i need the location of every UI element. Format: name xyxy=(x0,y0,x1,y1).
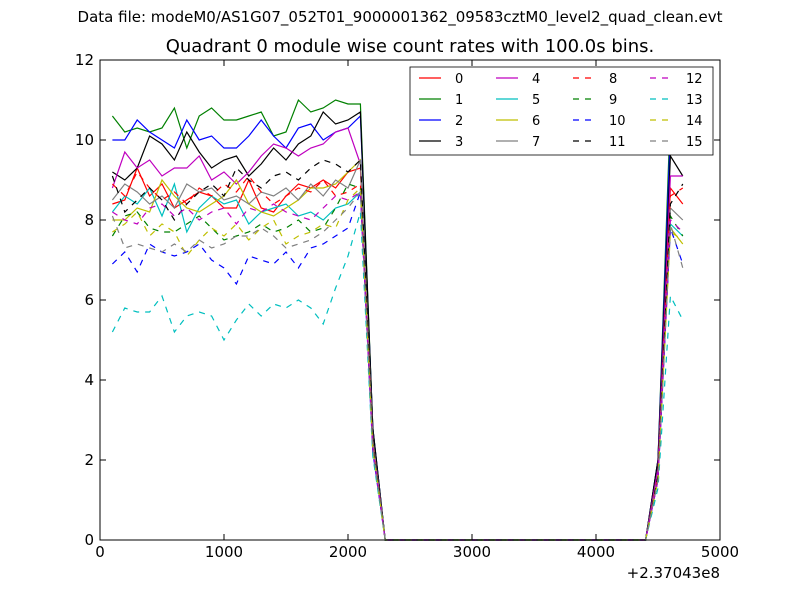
legend-label-1: 1 xyxy=(455,93,463,108)
x-tick-label: 2000 xyxy=(329,543,367,561)
y-tick-label: 10 xyxy=(75,131,94,149)
y-tick-label: 4 xyxy=(84,371,94,389)
legend-label-15: 15 xyxy=(686,135,703,150)
x-tick-label: 4000 xyxy=(577,543,615,561)
legend-label-7: 7 xyxy=(532,135,540,150)
legend-label-9: 9 xyxy=(609,93,617,108)
legend-label-3: 3 xyxy=(455,135,463,150)
y-tick-label: 12 xyxy=(75,51,94,69)
legend-label-5: 5 xyxy=(532,93,540,108)
x-tick-label: 3000 xyxy=(453,543,491,561)
legend-label-11: 11 xyxy=(609,135,626,150)
legend-label-0: 0 xyxy=(455,72,463,87)
legend-label-14: 14 xyxy=(686,114,703,129)
plot-frame xyxy=(99,59,721,541)
y-tick-label: 6 xyxy=(84,291,94,309)
x-tick-label: 0 xyxy=(95,543,105,561)
legend-label-12: 12 xyxy=(686,72,703,87)
y-tick-label: 0 xyxy=(84,531,94,549)
chart-title: Quadrant 0 module wise count rates with … xyxy=(165,36,655,57)
x-tick-label: 1000 xyxy=(205,543,243,561)
legend-label-13: 13 xyxy=(686,93,703,108)
y-tick-label: 8 xyxy=(84,211,94,229)
legend-label-2: 2 xyxy=(455,114,463,129)
legend-label-8: 8 xyxy=(609,72,617,87)
legend-label-10: 10 xyxy=(609,114,626,129)
x-tick-label: 5000 xyxy=(701,543,739,561)
x-offset-label: +2.37043e8 xyxy=(627,564,720,582)
legend-label-4: 4 xyxy=(532,72,540,87)
y-tick-label: 2 xyxy=(84,451,94,469)
series-line-12 xyxy=(112,190,684,541)
legend-box xyxy=(409,66,714,156)
legend-label-6: 6 xyxy=(532,114,540,129)
data-file-label: Data file: modeM0/AS1G07_052T01_90000013… xyxy=(77,8,723,26)
